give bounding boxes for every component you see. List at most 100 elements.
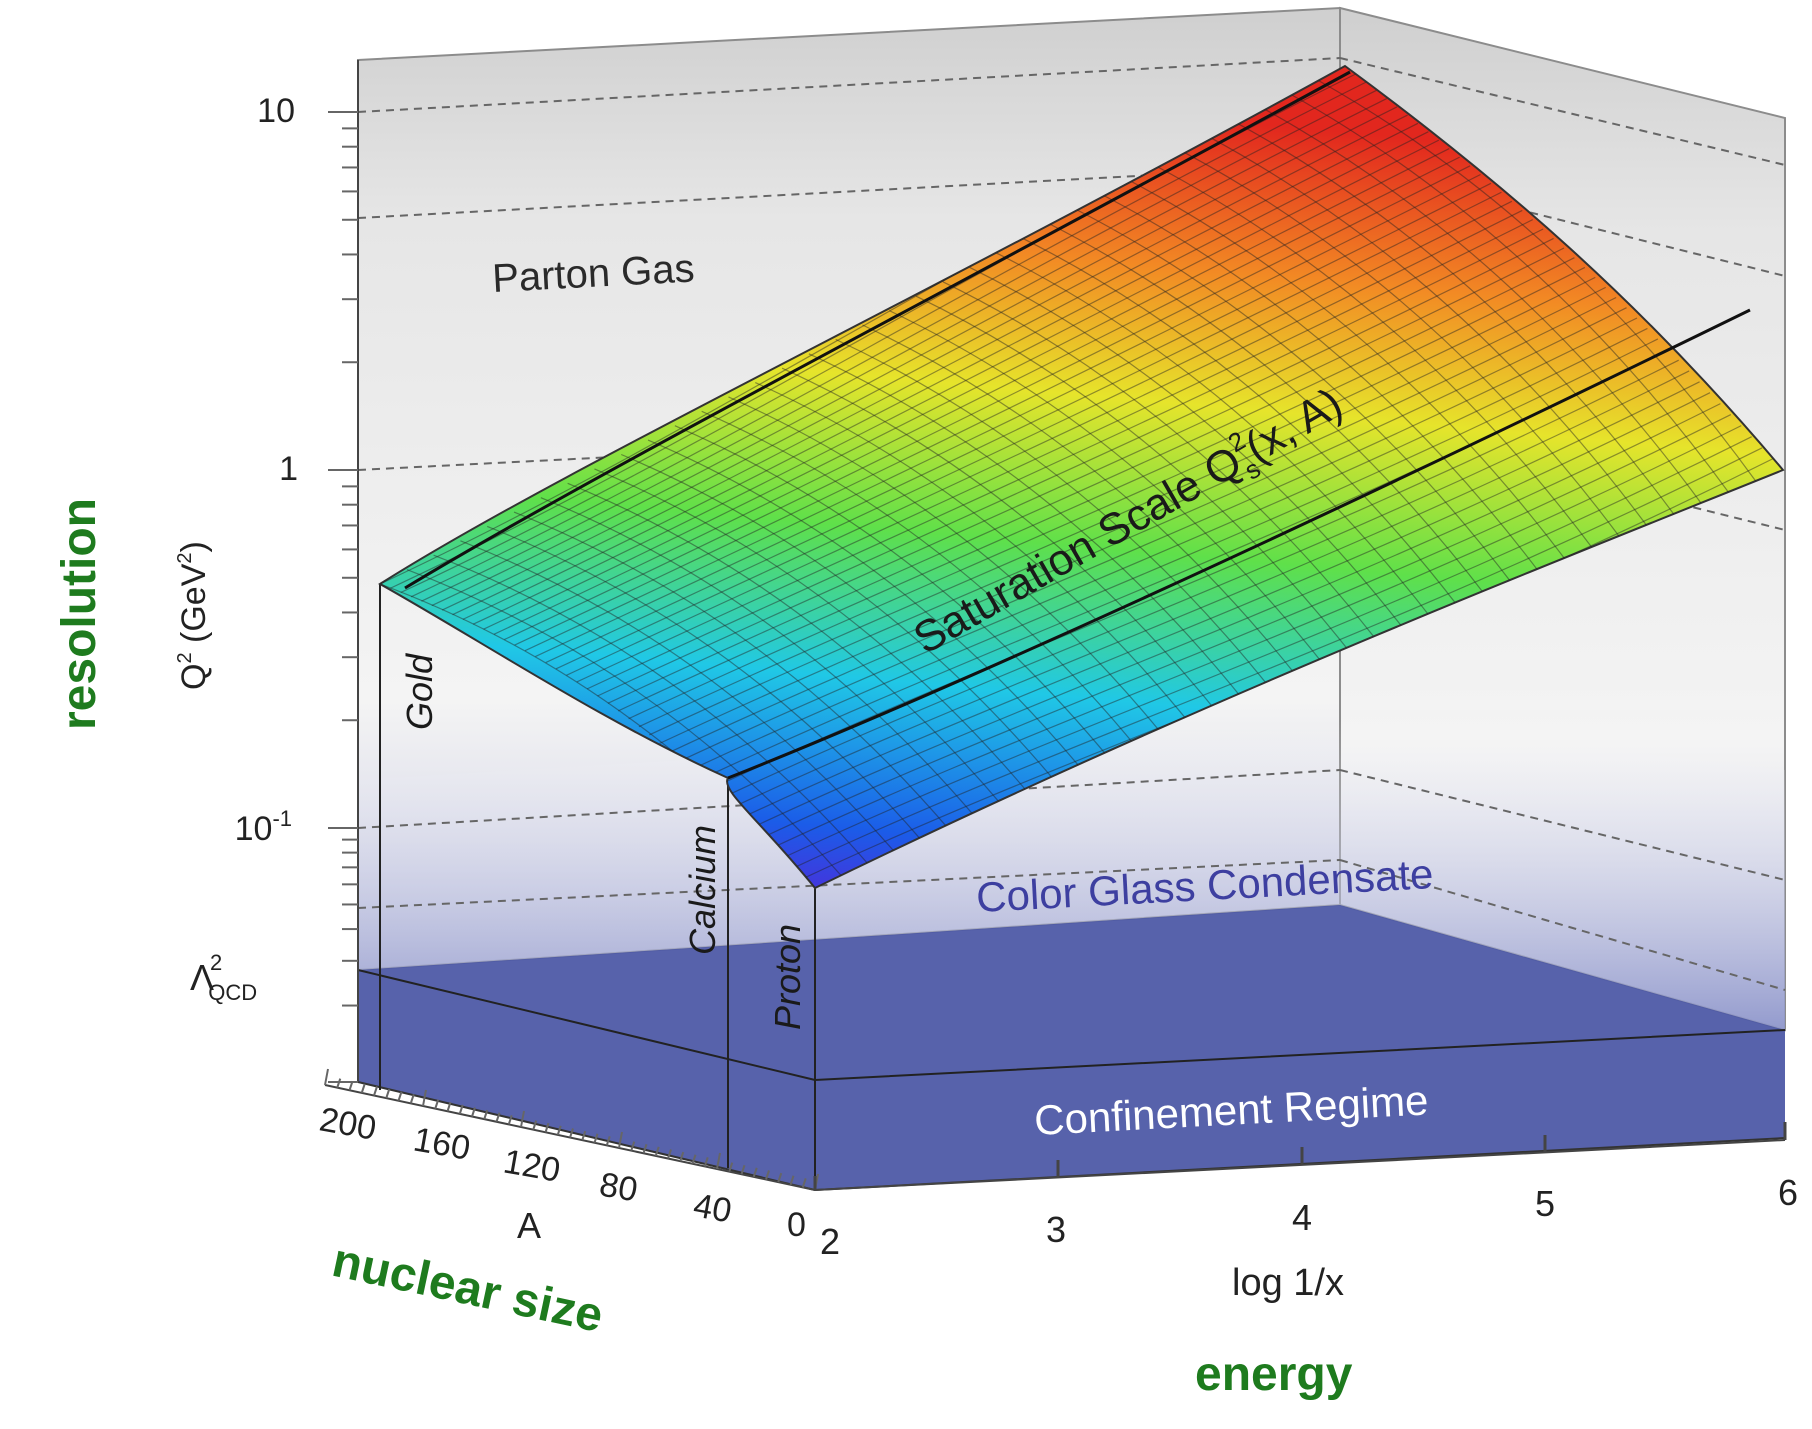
a-minor-tick <box>324 1068 329 1086</box>
mesh-line <box>1076 209 1515 587</box>
mesh-line <box>674 425 1112 761</box>
mesh-line <box>540 497 977 819</box>
a-minor-tick <box>789 1175 795 1186</box>
a-minor-tick <box>471 1107 476 1117</box>
y-tick-lambda-qcd: Λ2 QCD <box>190 950 257 1005</box>
mesh-line <box>647 439 1085 773</box>
x-tick: 2 <box>820 1221 840 1262</box>
mesh-line <box>617 266 1586 712</box>
parton-gas-label: Parton Gas <box>491 246 695 301</box>
a-minor-tick <box>336 1078 342 1088</box>
mesh-line <box>1210 137 1650 529</box>
x-tick: 5 <box>1535 1183 1555 1224</box>
mesh-line <box>690 338 1659 771</box>
mesh-line <box>1264 108 1703 506</box>
mesh-line <box>1049 223 1488 599</box>
nucleus-calcium: Calcium <box>682 825 723 955</box>
mesh-line <box>781 367 1219 715</box>
mesh-line <box>752 403 1721 828</box>
x-tick: 6 <box>1778 1172 1798 1213</box>
nucleus-gold: Gold <box>399 653 440 730</box>
mesh-line <box>535 191 1502 658</box>
mesh-line <box>576 228 1544 683</box>
mesh-line <box>1103 194 1542 575</box>
a-minor-tick <box>507 1115 513 1125</box>
a-minor-tick <box>679 1151 685 1162</box>
mesh-line <box>555 209 1523 670</box>
a-minor-tick <box>569 1128 574 1138</box>
mesh-line <box>762 414 1732 838</box>
mesh-line <box>996 252 1434 622</box>
a-minor-tick <box>360 1083 366 1094</box>
x-axis-label: log 1/x <box>1232 1262 1344 1304</box>
nucleus-lines <box>379 584 816 1190</box>
a-minor-tick <box>618 1131 623 1149</box>
mesh-line <box>773 425 1742 848</box>
mesh-line <box>462 131 1429 620</box>
mesh-line <box>1183 151 1623 541</box>
a-minor-tick <box>434 1099 440 1109</box>
nucleus-proton: Proton <box>767 924 808 1030</box>
mesh-line <box>567 482 1004 808</box>
mesh-line <box>742 392 1711 818</box>
mesh-line <box>1023 238 1461 610</box>
mesh-line <box>586 237 1554 690</box>
mesh-line <box>566 219 1533 676</box>
y-axis: 10 1 10-1 Λ2 QCD Q2 (GeV2) <box>174 60 359 1083</box>
a-minor-tick <box>630 1141 636 1151</box>
a-minor-tick <box>446 1101 452 1112</box>
mesh-line <box>545 200 1513 664</box>
mesh-line <box>621 453 1058 784</box>
a-minor-tick <box>605 1136 611 1146</box>
a-minor-tick <box>801 1178 807 1188</box>
x-tick: 3 <box>1046 1209 1066 1250</box>
mesh-line <box>711 359 1679 789</box>
mesh-line <box>460 540 897 854</box>
mesh-line <box>504 165 1471 641</box>
mesh-line <box>969 266 1408 633</box>
mesh-line <box>942 281 1381 645</box>
a-minor-tick <box>458 1104 464 1115</box>
mesh-line <box>1157 166 1596 552</box>
a-minor-tick <box>765 1170 770 1180</box>
mesh-line <box>649 296 1617 736</box>
mesh-line <box>731 381 1700 809</box>
mesh-line <box>835 338 1273 691</box>
a-minor-tick <box>520 1110 525 1128</box>
a-minor-tick <box>777 1172 783 1183</box>
mesh-line <box>638 286 1606 728</box>
a-minor-tick <box>409 1094 415 1104</box>
mesh-line <box>487 525 924 842</box>
mesh-line <box>472 139 1440 625</box>
a-minor-tick <box>348 1080 354 1091</box>
mesh-line <box>400 81 1367 594</box>
a-minor-tick <box>422 1089 427 1107</box>
a-minor-tick <box>667 1149 672 1159</box>
a-minor-tick <box>740 1164 746 1175</box>
mesh-line <box>607 257 1575 704</box>
y-tick-10: 10 <box>257 92 295 130</box>
energy-annotation: energy <box>1195 1348 1353 1401</box>
mesh-line <box>808 353 1246 703</box>
a-minor-tick <box>654 1146 660 1157</box>
mesh-line <box>783 436 1752 858</box>
mesh-line <box>406 569 843 877</box>
a-minor-tick <box>544 1122 550 1133</box>
a-minor-tick <box>556 1125 562 1136</box>
a-minor-tick <box>581 1130 587 1141</box>
a-tick: 160 <box>411 1120 473 1167</box>
a-minor-tick <box>691 1154 697 1165</box>
x-tick: 4 <box>1292 1197 1312 1238</box>
a-minor-tick <box>703 1157 709 1167</box>
mesh-line <box>513 511 950 831</box>
x-axis: 2 3 4 5 6 log 1/x <box>813 1122 1798 1304</box>
a-minor-tick <box>728 1162 734 1172</box>
a-minor-tick <box>483 1109 489 1120</box>
a-minor-tick <box>397 1091 403 1102</box>
mesh-line <box>441 114 1408 611</box>
mesh-line <box>680 327 1648 762</box>
mesh-line <box>628 276 1596 720</box>
mesh-line <box>728 396 1166 738</box>
mesh-line <box>433 554 870 866</box>
nucleus-labels: Gold Calcium Proton <box>399 653 808 1030</box>
